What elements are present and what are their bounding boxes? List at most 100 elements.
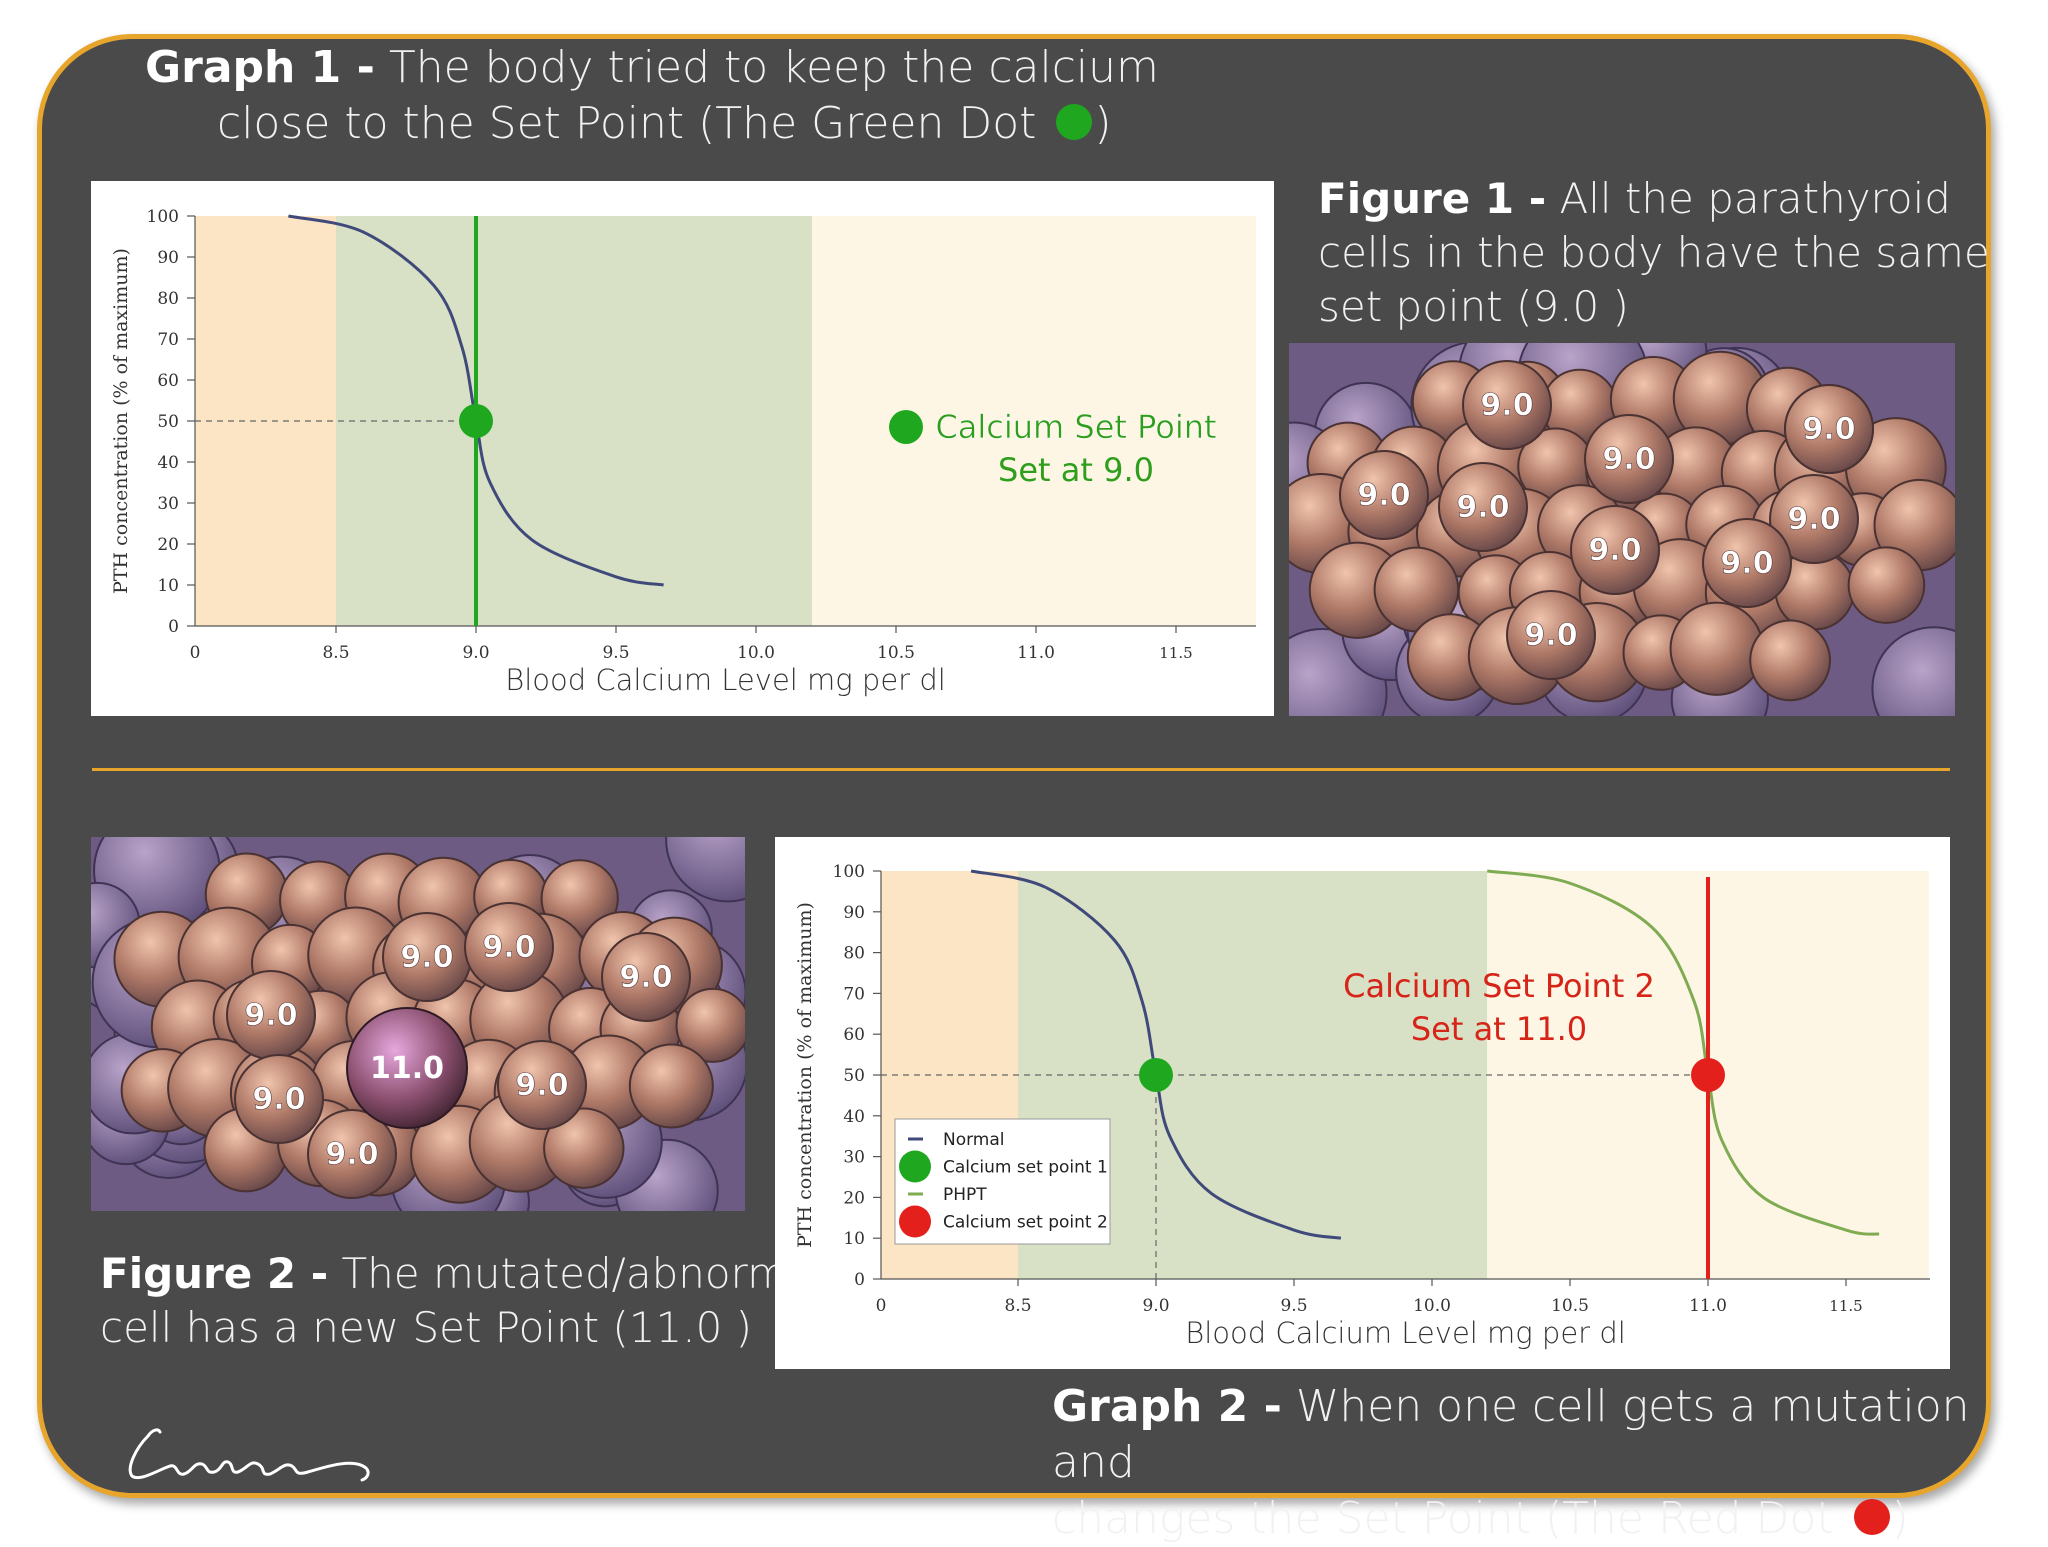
y-axis-label: PTH concentration (% of maximum)	[794, 902, 816, 1248]
x-tick-label: 8.5	[322, 643, 349, 663]
labeled-cell	[307, 1109, 397, 1199]
red-dot-icon	[1853, 1499, 1890, 1535]
y-tick-label: 50	[157, 412, 179, 432]
y-tick-label: 30	[843, 1148, 865, 1168]
legend: Normal Calcium set point 1 PHPT Calcium set…	[894, 1118, 1111, 1245]
x-tick-label: 10.5	[877, 643, 915, 663]
cell-label: 9.0	[1524, 618, 1577, 653]
graph1-caption-line1: The body tried to keep the calcium	[374, 42, 1159, 93]
cell-label: 9.0	[619, 960, 672, 995]
shaded-range-2	[812, 216, 1256, 626]
y-tick-label: 90	[157, 248, 179, 268]
x-axis-label: Blood Calcium Level mg per dl	[505, 663, 946, 697]
graph1-caption-line2: close to the Set Point (The Green Dot	[217, 98, 1051, 149]
outer-cell	[1871, 626, 1955, 716]
cell-label: 9.0	[1602, 442, 1655, 477]
signature-logo	[128, 1428, 370, 1482]
y-tick-label: 20	[843, 1188, 865, 1208]
cell-label: 9.0	[1456, 490, 1509, 525]
cell	[675, 987, 745, 1063]
y-tick-label: 50	[843, 1066, 865, 1086]
cell-label: 9.0	[1720, 546, 1773, 581]
cell-label: 9.0	[400, 940, 453, 975]
green-set-point-dot	[459, 404, 493, 438]
labeled-cell	[1462, 360, 1552, 450]
x-tick-label: 0	[876, 1296, 887, 1316]
labeled-cell	[234, 1054, 324, 1144]
x-tick-label: 11.5	[1159, 644, 1192, 662]
labeled-cell	[1584, 414, 1674, 504]
figure1-cells-image: 9.09.09.09.09.09.09.09.09.09.0	[1289, 343, 1955, 716]
y-tick-label: 40	[843, 1107, 865, 1127]
annotation-line1: Calcium Set Point	[935, 408, 1216, 446]
cell-label: 9.0	[1357, 478, 1410, 513]
graph1-svg: 0 10 20 30 40 50 60 70 80 90 100 0 8.5 9.0 9.5 10.0 10.5…	[110, 207, 1256, 697]
legend-label: Calcium set point 2	[943, 1213, 1108, 1233]
green-dot-icon	[889, 410, 923, 444]
x-tick-label: 9.5	[1280, 1296, 1307, 1316]
legend-label: Calcium set point 1	[943, 1158, 1108, 1178]
legend-swatch-1	[899, 1150, 931, 1183]
y-tick-label: 40	[157, 453, 179, 473]
labeled-cell	[1769, 474, 1859, 564]
figure2-caption-line2: cell has a new Set Point (11.0 )	[100, 1303, 753, 1352]
graph1-caption: Graph 1 - The body tried to keep the cal…	[145, 40, 1159, 152]
x-axis-label: Blood Calcium Level mg per dl	[1185, 1316, 1626, 1350]
labeled-cell	[1506, 590, 1596, 680]
figure2-cells-image: 9.0 9.0 9.0 9.0 9.0 9.0 9.0 11.0	[91, 837, 745, 1211]
annotation-line1: Calcium Set Point 2	[1343, 967, 1655, 1005]
y-tick-label: 0	[854, 1270, 865, 1290]
legend-label: PHPT	[943, 1185, 987, 1205]
cell-label: 9.0	[515, 1068, 568, 1103]
y-tick-label: 100	[833, 862, 865, 882]
graph2-caption: Graph 2 - When one cell gets a mutation …	[1052, 1379, 2048, 1547]
figure1-cells-svg: 9.09.09.09.09.09.09.09.09.09.0	[1289, 343, 1955, 716]
x-tick-label: 9.0	[462, 643, 489, 663]
graph1-caption-bold: Graph 1 -	[145, 42, 375, 93]
x-tick-label: 11.0	[1017, 643, 1055, 663]
y-tick-label: 70	[843, 984, 865, 1004]
figure1-caption-line2: cells in the body have the same	[1318, 228, 1990, 277]
labeled-cell	[464, 902, 554, 992]
cell	[1749, 619, 1831, 702]
y-tick-label: 0	[168, 617, 179, 637]
y-tick-label: 30	[157, 494, 179, 514]
cell	[628, 1043, 714, 1129]
y-tick-label: 60	[157, 371, 179, 391]
figure1-caption-line1: All the parathyroid	[1546, 174, 1951, 223]
section-divider	[92, 768, 1950, 771]
y-tick-label: 20	[157, 535, 179, 555]
cell	[1847, 546, 1926, 624]
labeled-cell	[1784, 384, 1874, 474]
y-axis-label: PTH concentration (% of maximum)	[110, 248, 132, 594]
mutated-cell-label: 11.0	[370, 1051, 444, 1086]
graph1-chart: 0 10 20 30 40 50 60 70 80 90 100 0 8.5 9.0 9.5 10.0 10.5…	[91, 181, 1274, 716]
cell-label: 9.0	[244, 998, 297, 1033]
graph2-caption-close: )	[1891, 1493, 1909, 1544]
graph2-svg: 0 10 20 30 40 50 60 70 80 90 100 0 8.5 9.0 9.5 10.0 10.5…	[794, 862, 1930, 1350]
y-tick-label: 80	[843, 944, 865, 964]
y-tick-label: 10	[157, 576, 179, 596]
figure2-cells-svg: 9.0 9.0 9.0 9.0 9.0 9.0 9.0 11.0	[91, 837, 745, 1211]
figure1-caption-bold: Figure 1 -	[1318, 174, 1547, 223]
cell	[1669, 601, 1764, 696]
green-dot-icon	[1056, 104, 1093, 140]
labeled-cell	[1438, 462, 1528, 552]
cell-label: 9.0	[325, 1137, 378, 1172]
figure2-caption: Figure 2 - The mutated/abnormal cell has…	[100, 1247, 825, 1355]
y-tick-label: 90	[843, 903, 865, 923]
y-tick-label: 70	[157, 330, 179, 350]
x-tick-label: 10.5	[1551, 1296, 1589, 1316]
cell-label: 9.0	[1802, 412, 1855, 447]
x-tick-label: 0	[190, 643, 201, 663]
figure1-caption-line3: set point (9.0 )	[1318, 282, 1629, 331]
x-tick-label: 10.0	[737, 643, 775, 663]
x-tick-label: 11.0	[1689, 1296, 1727, 1316]
figure2-caption-bold: Figure 2 -	[100, 1249, 329, 1298]
green-set-point-dot	[1139, 1058, 1173, 1092]
x-tick-label: 10.0	[1413, 1296, 1451, 1316]
outer-cell	[665, 837, 745, 903]
y-tick-label: 10	[843, 1229, 865, 1249]
graph2-caption-line1: When one cell gets a mutation and	[1052, 1381, 1970, 1488]
cell-label: 9.0	[1787, 502, 1840, 537]
